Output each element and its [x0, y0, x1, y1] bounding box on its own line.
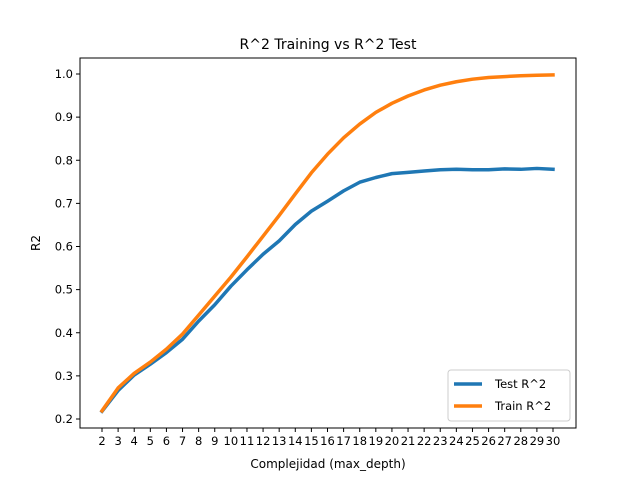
y-tick-label: 0.4: [55, 326, 73, 340]
x-tick-label: 8: [195, 434, 202, 448]
x-tick-label: 28: [513, 434, 528, 448]
x-tick-label: 16: [320, 434, 335, 448]
legend: Test R^2 Train R^2: [447, 369, 571, 422]
x-tick-label: 7: [179, 434, 186, 448]
x-tick-label: 5: [147, 434, 154, 448]
y-tick-label: 0.2: [55, 412, 73, 426]
x-tick-label: 20: [385, 434, 400, 448]
y-tick-label: 0.8: [55, 153, 73, 167]
x-tick-label: 2: [98, 434, 105, 448]
y-axis-ticks: 0.2 0.3 0.4 0.5 0.6 0.7 0.8 0.9 1.0: [55, 67, 80, 426]
y-tick-label: 1.0: [55, 67, 73, 81]
legend-entry-test: Test R^2: [494, 377, 546, 391]
y-tick-label: 0.7: [55, 196, 73, 210]
y-tick-label: 0.9: [55, 110, 73, 124]
x-tick-label: 22: [417, 434, 432, 448]
plot-frame: [79, 57, 577, 429]
x-tick-label: 24: [449, 434, 464, 448]
y-tick-label: 0.6: [55, 240, 73, 254]
series-line-train-r-2: [99, 73, 555, 414]
chart-title: R^2 Training vs R^2 Test: [240, 37, 417, 53]
y-tick-label: 0.3: [55, 369, 73, 383]
x-tick-label: 18: [352, 434, 367, 448]
x-tick-label: 11: [240, 434, 255, 448]
x-tick-label: 21: [401, 434, 416, 448]
x-tick-label: 9: [211, 434, 218, 448]
x-tick-label: 12: [256, 434, 271, 448]
y-tick-label: 0.5: [55, 283, 73, 297]
x-tick-label: 27: [497, 434, 512, 448]
x-axis-label: Complejidad (max_depth): [250, 457, 405, 471]
x-tick-label: 17: [336, 434, 351, 448]
x-tick-label: 10: [224, 434, 239, 448]
x-tick-label: 26: [481, 434, 496, 448]
x-tick-label: 13: [272, 434, 287, 448]
x-tick-label: 3: [114, 434, 121, 448]
x-tick-label: 19: [369, 434, 384, 448]
x-tick-label: 6: [163, 434, 170, 448]
x-tick-label: 14: [288, 434, 303, 448]
x-tick-label: 29: [530, 434, 545, 448]
series-line-test-r-2: [99, 166, 555, 414]
x-tick-label: 30: [546, 434, 561, 448]
x-tick-label: 23: [433, 434, 448, 448]
x-tick-label: 15: [304, 434, 319, 448]
x-tick-label: 4: [131, 434, 138, 448]
plot-lines: [99, 73, 555, 414]
legend-entry-train: Train R^2: [494, 399, 551, 413]
y-axis-label: R2: [29, 235, 43, 251]
x-axis-ticks: 2 3 4 5 6 7 8 9 10 11 12 13 14 15 16 17 18 19 20 21 22 23 24 25…: [98, 428, 560, 448]
x-tick-label: 25: [465, 434, 480, 448]
